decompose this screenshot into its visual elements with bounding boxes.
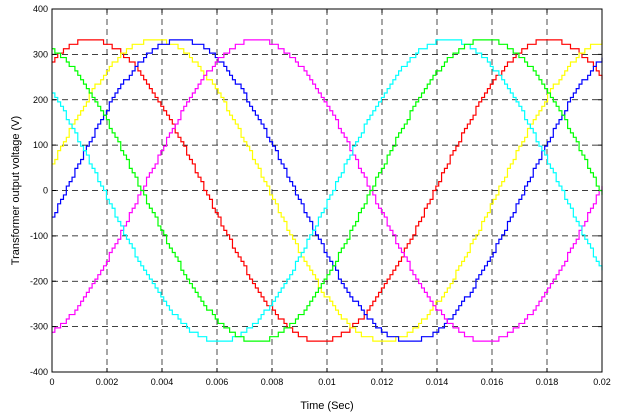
x-tick-label: 0.008 — [261, 377, 284, 387]
y-tick-label: 0 — [43, 186, 48, 196]
y-tick-label: 200 — [33, 95, 48, 105]
x-tick-label: 0.018 — [536, 377, 559, 387]
y-tick-label: -400 — [30, 367, 48, 377]
y-tick-label: -200 — [30, 276, 48, 286]
y-tick-label: 100 — [33, 140, 48, 150]
x-tick-label: 0.002 — [96, 377, 119, 387]
x-tick-label: 0.014 — [426, 377, 449, 387]
x-tick-label: 0.01 — [318, 377, 336, 387]
x-tick-label: 0.02 — [593, 377, 611, 387]
x-tick-label: 0.012 — [371, 377, 394, 387]
x-tick-label: 0.006 — [206, 377, 229, 387]
y-tick-label: -100 — [30, 231, 48, 241]
y-tick-label: 300 — [33, 49, 48, 59]
x-tick-label: 0 — [49, 377, 54, 387]
x-tick-label: 0.004 — [151, 377, 174, 387]
y-tick-label: 400 — [33, 4, 48, 14]
y-axis-label: Transformer output voltage (V) — [10, 116, 22, 265]
y-tick-label: -300 — [30, 322, 48, 332]
x-tick-label: 0.016 — [481, 377, 504, 387]
x-axis-label: Time (Sec) — [300, 400, 353, 412]
